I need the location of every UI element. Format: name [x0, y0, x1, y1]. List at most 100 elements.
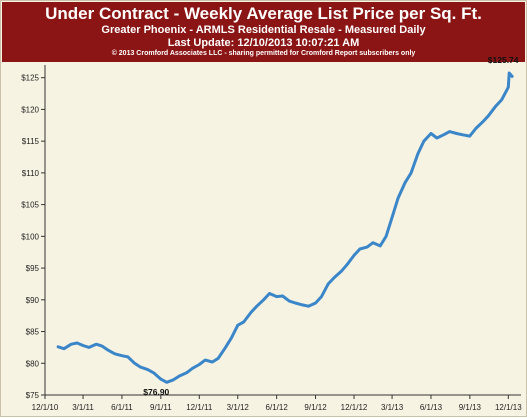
- x-tick-label: 6/1/13: [420, 403, 443, 412]
- data-point: [178, 374, 181, 378]
- data-point: [494, 105, 497, 108]
- data-point: [191, 367, 194, 370]
- data-point: [435, 136, 439, 140]
- y-tick-label: $90: [26, 296, 40, 305]
- data-point: [107, 349, 111, 352]
- data-point: [429, 132, 433, 135]
- data-point: [236, 323, 239, 327]
- data-point: [379, 244, 382, 248]
- data-point: [87, 346, 91, 349]
- data-point: [75, 341, 79, 345]
- data-point: [301, 303, 304, 307]
- data-point: [255, 304, 258, 308]
- x-tick-label: 9/1/12: [304, 403, 327, 412]
- data-point: [507, 86, 510, 89]
- data-point: [307, 304, 310, 308]
- data-point: [327, 282, 330, 286]
- data-point: [507, 71, 511, 75]
- x-tick-label: 9/1/13: [459, 403, 482, 412]
- data-point: [294, 301, 297, 305]
- y-tick-label: $125: [21, 74, 39, 83]
- data-point: [510, 75, 514, 78]
- data-point: [390, 216, 394, 219]
- x-tick-label: 3/1/12: [227, 403, 250, 412]
- x-tick-label: 3/1/13: [381, 403, 404, 412]
- data-point: [94, 343, 98, 346]
- data-point: [281, 294, 284, 298]
- data-point: [409, 171, 413, 175]
- data-point: [126, 355, 130, 359]
- data-point: [146, 368, 149, 371]
- data-point: [211, 360, 214, 364]
- x-tick-label: 6/1/11: [111, 403, 133, 412]
- data-point: [448, 130, 451, 133]
- x-tick-label: 12/1/10: [32, 403, 59, 412]
- data-point: [230, 336, 233, 340]
- data-point: [320, 295, 323, 298]
- data-point: [139, 365, 142, 369]
- y-tick-label: $110: [22, 169, 40, 178]
- data-point: [249, 311, 253, 314]
- data-point: [384, 235, 388, 238]
- data-point: [56, 345, 60, 348]
- data-point: [487, 114, 490, 117]
- y-tick-label: $100: [21, 232, 39, 241]
- y-tick-label: $75: [26, 391, 40, 400]
- data-point: [422, 139, 425, 143]
- data-point: [416, 152, 420, 156]
- data-point: [371, 241, 375, 244]
- chart-subtitle: Greater Phoenix - ARMLS Residential Resa…: [101, 24, 426, 36]
- data-point: [81, 344, 85, 347]
- data-point: [172, 378, 175, 381]
- data-point: [198, 363, 201, 366]
- data-point: [365, 245, 369, 249]
- data-point: [396, 197, 400, 200]
- series-line: [56, 71, 514, 384]
- copyright-text: © 2013 Cromford Associates LLC - sharing…: [111, 50, 416, 57]
- data-point: [275, 295, 278, 298]
- x-tick-label: 12/1/12: [341, 403, 368, 412]
- y-tick-label: $95: [26, 264, 40, 273]
- data-point: [340, 270, 343, 273]
- chart-header: Under Contract - Weekly Average List Pri…: [2, 2, 525, 62]
- x-tick-label: 6/1/12: [266, 403, 289, 412]
- data-point: [242, 320, 245, 324]
- data-point: [500, 98, 503, 102]
- y-tick-label: $105: [21, 201, 39, 210]
- data-point: [62, 347, 66, 350]
- data-point: [468, 134, 472, 138]
- data-point: [314, 301, 317, 305]
- data-point: [204, 358, 207, 362]
- data-point: [268, 292, 271, 295]
- data-point: [442, 133, 445, 137]
- data-point: [217, 356, 220, 360]
- x-tick-label: 3/1/11: [72, 403, 94, 412]
- y-tick-label: $115: [22, 137, 40, 146]
- data-point: [455, 132, 458, 135]
- chart-title: Under Contract - Weekly Average List Pri…: [45, 4, 482, 23]
- data-point: [113, 352, 116, 355]
- data-label-annotation: $76.90: [143, 387, 169, 397]
- y-tick-label: $85: [26, 328, 40, 337]
- data-point: [461, 133, 464, 137]
- data-point: [481, 120, 484, 124]
- data-point: [403, 181, 407, 184]
- x-tick-label: 12/1/11: [186, 403, 213, 412]
- y-tick-label: $80: [26, 359, 40, 368]
- data-point: [159, 377, 163, 381]
- data-point: [120, 354, 124, 357]
- data-point: [152, 371, 155, 374]
- x-tick-label: 12/1/13: [495, 403, 522, 412]
- data-point: [346, 263, 349, 266]
- data-point: [288, 299, 291, 303]
- data-point: [185, 371, 188, 374]
- data-point: [165, 381, 168, 384]
- data-point: [100, 344, 104, 348]
- last-update-text: Last Update: 12/10/2013 10:07:21 AM: [167, 37, 360, 49]
- data-point: [224, 346, 227, 349]
- data-point: [133, 362, 136, 365]
- data-point: [352, 254, 356, 257]
- data-label-annotation: $125.74: [488, 55, 519, 65]
- data-point: [332, 276, 336, 279]
